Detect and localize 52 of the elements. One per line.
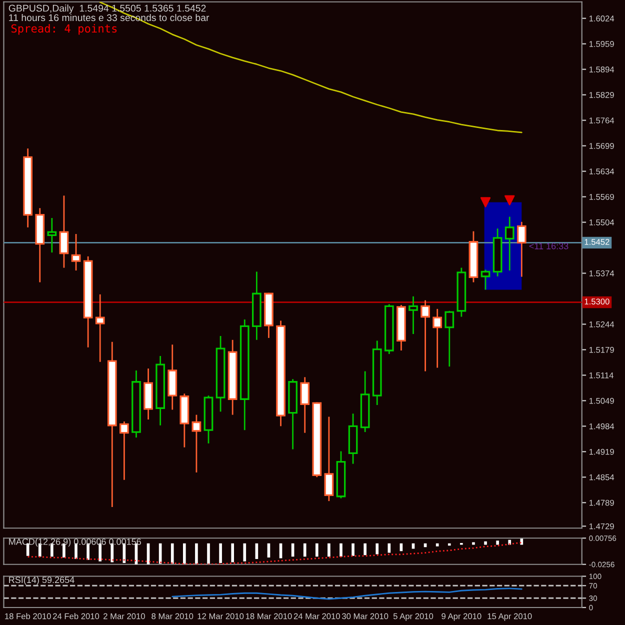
candlestick	[300, 376, 310, 434]
x-tick-label: 30 Mar 2010	[342, 613, 388, 620]
candlestick	[95, 294, 105, 363]
candlestick	[408, 296, 418, 335]
y-tick-label: 1.5569	[589, 194, 614, 200]
candlestick	[444, 310, 454, 368]
ref-line-label: 1.5452	[584, 238, 610, 245]
y-tick-label: 1.5374	[589, 270, 614, 276]
y-tick-label: 1.5049	[589, 398, 614, 404]
line-series	[172, 588, 522, 600]
y-tick-label: 1.4984	[589, 423, 614, 430]
y-tick-label: 1.5634	[589, 168, 614, 174]
x-tick-label: 24 Feb 2010	[53, 613, 100, 620]
x-tick-label: 15 Apr 2010	[488, 613, 532, 621]
x-tick-label: 18 Feb 2010	[5, 613, 51, 620]
x-tick-label: 5 Apr 2010	[393, 613, 434, 621]
candlestick	[504, 216, 514, 272]
candlestick	[71, 233, 81, 272]
chart-title: RSI(14) 59.2654	[9, 576, 74, 585]
candlestick	[432, 308, 442, 368]
x-tick-label: 18 Mar 2010	[246, 613, 292, 620]
y-tick-label: 1.4919	[589, 448, 614, 455]
x-tick-label: 12 Mar 2010	[198, 613, 244, 620]
y-tick-label: 1.5699	[589, 142, 614, 149]
y-tick-label: 1.5764	[589, 118, 614, 124]
candlestick	[516, 221, 526, 278]
chart-title: MACD(12,26,9) 0.00606 0.00156	[9, 538, 141, 547]
x-tick-label: 9 Apr 2010	[442, 613, 482, 621]
y-tick-label: 1.5179	[589, 346, 614, 353]
y-tick-label: 1.6024	[589, 16, 614, 22]
candlestick	[324, 416, 334, 502]
candlestick	[420, 300, 430, 372]
x-tick-label: 2 Mar 2010	[104, 613, 145, 620]
candlestick	[192, 414, 202, 474]
x-tick-label: 24 Mar 2010	[294, 613, 340, 620]
x-tick-label: 8 Mar 2010	[152, 613, 194, 620]
y-tick-label: 1.5244	[589, 321, 614, 328]
candlestick	[59, 194, 69, 268]
y-tick-label: 1.5114	[589, 372, 614, 378]
y-tick-label: 1.5504	[589, 219, 614, 226]
candlestick	[47, 217, 57, 254]
y-tick-label: 1.4729	[589, 523, 614, 530]
y-tick-label: 1.5959	[589, 41, 614, 47]
y-tick-label: 1.4789	[589, 500, 614, 506]
y-tick-label: 1.4854	[589, 474, 614, 480]
candlestick	[480, 269, 490, 290]
ref-line-label: 1.5300	[584, 298, 610, 304]
y-tick-label: 1.5894	[589, 66, 614, 72]
annotation: <11 16:33	[529, 242, 568, 250]
y-tick-label: 1.5829	[589, 92, 614, 98]
annotation: Spread: 4 points	[11, 24, 117, 35]
candlestick	[120, 420, 129, 481]
